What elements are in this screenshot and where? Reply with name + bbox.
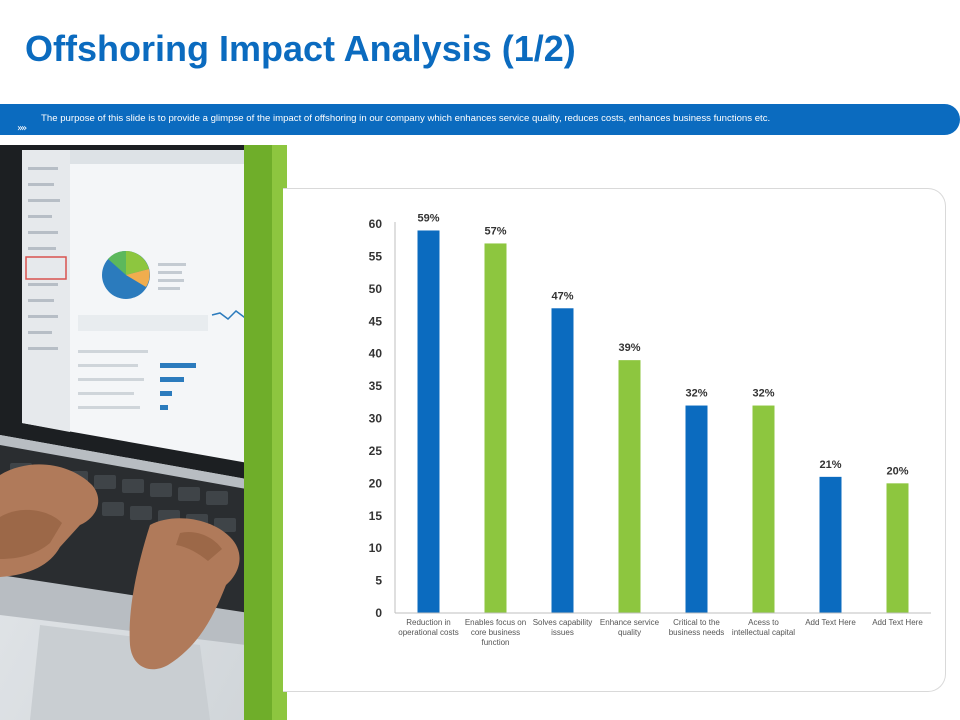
- data-labels: 59% 57% 47% 39% 32% 32% 21% 20%: [417, 212, 908, 477]
- x-tick-label: Solves capability issues: [533, 618, 593, 637]
- x-axis: Reduction in operational costs Enables foc…: [395, 612, 931, 647]
- bar: [484, 243, 507, 613]
- y-tick-label: 5: [375, 574, 382, 588]
- data-label: 57%: [484, 225, 506, 237]
- y-tick-label: 10: [369, 541, 383, 555]
- bar-chart: 0 5 10 15 20 25 30 35 40 45 50 55 60 59% 57% 47% 39% 32%…: [369, 212, 931, 647]
- data-label: 32%: [685, 388, 707, 400]
- y-tick-label: 60: [369, 217, 383, 231]
- bar: [417, 230, 440, 613]
- data-label: 21%: [819, 459, 841, 471]
- y-tick-label: 0: [375, 606, 382, 620]
- y-tick-label: 20: [369, 476, 383, 490]
- x-tick-label: Critical to the business needs: [669, 618, 725, 637]
- y-tick-label: 35: [369, 379, 383, 393]
- x-tick-label: Acess to intellectual capital: [732, 618, 795, 637]
- y-tick-label: 25: [369, 444, 383, 458]
- x-tick-label: Add Text Here: [872, 618, 923, 627]
- laptop-photo: [0, 145, 287, 720]
- chart-card: 0 5 10 15 20 25 30 35 40 45 50 55 60 59% 57% 47% 39% 32%…: [283, 188, 946, 692]
- laptop-typing-illustration: [0, 145, 287, 720]
- x-tick-label: Enhance service quality: [600, 618, 660, 637]
- slide-description: The purpose of this slide is to provide …: [41, 113, 771, 124]
- data-label: 39%: [618, 342, 640, 354]
- bar: [685, 405, 708, 613]
- y-tick-label: 40: [369, 347, 383, 361]
- y-tick-label: 50: [369, 282, 383, 296]
- data-label: 59%: [417, 212, 439, 224]
- slide-title: Offshoring Impact Analysis (1/2): [25, 28, 576, 69]
- data-label: 20%: [886, 465, 908, 477]
- bar: [618, 360, 641, 613]
- data-label: 32%: [752, 388, 774, 400]
- x-tick-label: Enables focus on core business function: [465, 618, 526, 647]
- double-chevron-right-icon: »»: [17, 123, 27, 134]
- data-label: 47%: [551, 290, 573, 302]
- bars: [417, 230, 909, 613]
- y-tick-label: 30: [369, 412, 383, 426]
- bar: [752, 405, 775, 613]
- bar: [551, 308, 574, 613]
- y-tick-label: 55: [369, 249, 383, 263]
- bar: [886, 483, 909, 613]
- y-tick-label: 45: [369, 314, 383, 328]
- y-axis: 0 5 10 15 20 25 30 35 40 45 50 55 60: [369, 217, 396, 620]
- description-banner: »» The purpose of this slide is to provi…: [0, 104, 960, 135]
- x-tick-label: Reduction in operational costs: [398, 618, 458, 637]
- x-tick-label: Add Text Here: [805, 618, 856, 627]
- y-tick-label: 15: [369, 509, 383, 523]
- bar: [819, 476, 842, 613]
